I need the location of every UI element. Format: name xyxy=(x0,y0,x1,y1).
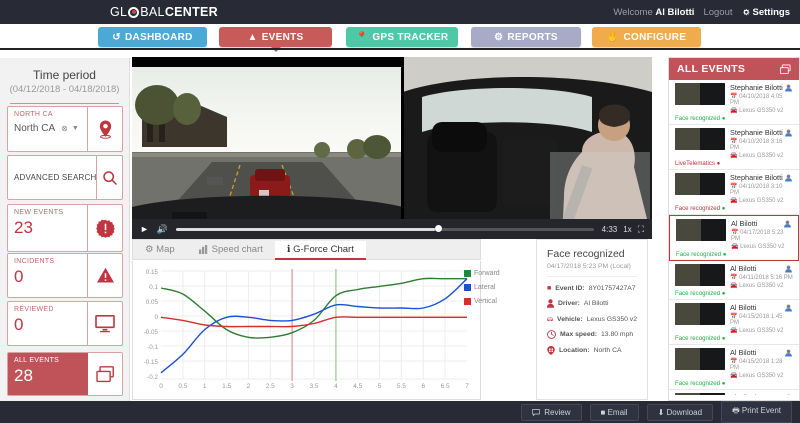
svg-text:1.5: 1.5 xyxy=(222,383,231,390)
svg-text:6: 6 xyxy=(421,383,425,390)
svg-text:2.5: 2.5 xyxy=(266,383,275,390)
svg-text:-0.2: -0.2 xyxy=(147,374,158,381)
svg-text:2: 2 xyxy=(247,383,251,390)
svg-text:0.15: 0.15 xyxy=(146,269,159,276)
svg-text:4.5: 4.5 xyxy=(353,383,362,390)
svg-text:5.5: 5.5 xyxy=(397,383,406,390)
svg-text:0: 0 xyxy=(154,314,158,321)
svg-text:0.1: 0.1 xyxy=(149,284,158,291)
svg-text:5: 5 xyxy=(378,383,382,390)
svg-text:0: 0 xyxy=(159,383,163,390)
svg-text:3: 3 xyxy=(290,383,294,390)
svg-text:4: 4 xyxy=(334,383,338,390)
svg-text:0.05: 0.05 xyxy=(146,299,159,306)
svg-text:7: 7 xyxy=(465,383,469,390)
svg-text:1: 1 xyxy=(203,383,207,390)
svg-text:6.5: 6.5 xyxy=(441,383,450,390)
svg-text:-0.05: -0.05 xyxy=(144,329,159,336)
svg-text:-0.15: -0.15 xyxy=(144,359,159,366)
svg-text:0.5: 0.5 xyxy=(178,383,187,390)
svg-text:-0.1: -0.1 xyxy=(147,344,158,351)
svg-text:3.5: 3.5 xyxy=(309,383,318,390)
